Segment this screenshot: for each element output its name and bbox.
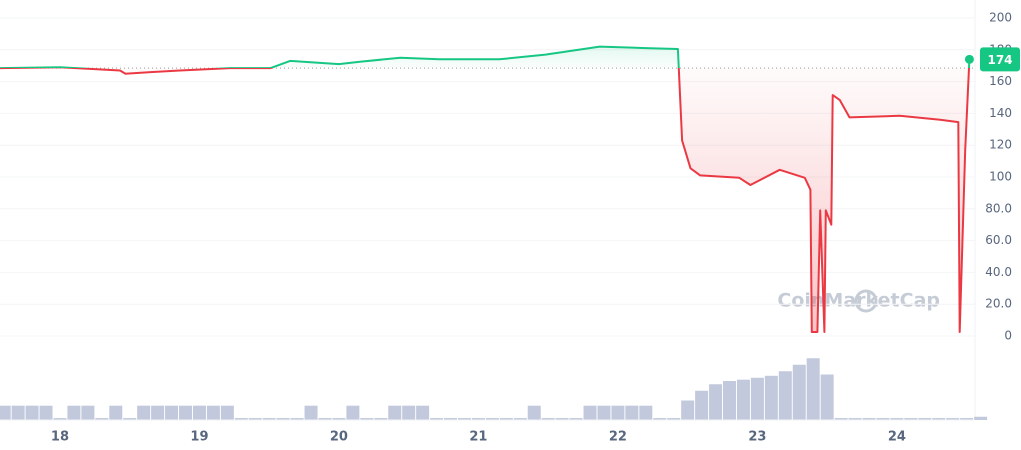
volume-bar bbox=[151, 405, 165, 420]
volume-bar bbox=[39, 405, 53, 420]
volume-bar bbox=[220, 405, 234, 420]
volume-bar bbox=[639, 405, 653, 420]
volume-bar bbox=[192, 405, 206, 420]
price-area bbox=[0, 46, 970, 332]
volume-bar bbox=[597, 405, 611, 420]
volume-bar bbox=[541, 418, 555, 420]
x-tick-label: 22 bbox=[609, 430, 627, 445]
volume-bar bbox=[165, 405, 179, 420]
volume-bar bbox=[890, 418, 904, 420]
volume-bar bbox=[304, 405, 318, 420]
volume-bar bbox=[569, 418, 583, 420]
volume-bar bbox=[653, 418, 667, 420]
volume-bar bbox=[499, 418, 513, 420]
volume-bar bbox=[123, 418, 137, 420]
volume-bar bbox=[248, 418, 262, 420]
volume-bar bbox=[709, 384, 723, 420]
volume-bar bbox=[471, 418, 485, 420]
volume-bar bbox=[109, 405, 123, 420]
volume-bar bbox=[848, 418, 862, 420]
volume-bar bbox=[95, 418, 109, 420]
volume-bar bbox=[904, 418, 918, 420]
y-tick-label: 20.0 bbox=[985, 297, 1012, 311]
volume-bar bbox=[276, 418, 290, 420]
volume-bar bbox=[25, 405, 39, 420]
last-point bbox=[964, 54, 974, 64]
volume-bar bbox=[960, 418, 974, 420]
volume-bar bbox=[67, 405, 81, 420]
x-tick-label: 23 bbox=[748, 430, 766, 445]
x-tick-label: 18 bbox=[51, 430, 69, 445]
volume-bar bbox=[0, 405, 11, 420]
volume-bar bbox=[555, 418, 569, 420]
volume-bar bbox=[290, 418, 304, 420]
volume-bar bbox=[457, 418, 471, 420]
volume-bar bbox=[485, 418, 499, 420]
volume-bar bbox=[234, 418, 248, 420]
volume-bar bbox=[374, 418, 388, 420]
volume-bar bbox=[179, 405, 193, 420]
volume-bar bbox=[876, 418, 890, 420]
y-tick-label: 140 bbox=[989, 106, 1012, 120]
x-tick-label: 20 bbox=[330, 430, 348, 445]
volume-bar bbox=[750, 377, 764, 420]
volume-bar bbox=[946, 418, 960, 420]
last-price-tag bbox=[980, 47, 1020, 72]
x-tick-label: 21 bbox=[469, 430, 487, 445]
volume-bar bbox=[388, 405, 402, 420]
volume-bar bbox=[695, 390, 709, 420]
y-tick-label: 100 bbox=[989, 170, 1012, 184]
volume-bar bbox=[862, 418, 876, 420]
volume-bar bbox=[430, 418, 444, 420]
volume-bar bbox=[736, 379, 750, 420]
volume-bar bbox=[360, 418, 374, 420]
volume-bar bbox=[11, 405, 25, 420]
volume-bar bbox=[918, 418, 932, 420]
volume-bar bbox=[346, 405, 360, 420]
y-tick-label: 60.0 bbox=[985, 233, 1012, 247]
x-tick-label: 24 bbox=[888, 430, 906, 445]
volume-bar bbox=[806, 358, 820, 420]
volume-bar bbox=[820, 374, 834, 420]
last-price-label: 174 bbox=[987, 53, 1012, 67]
volume-bar bbox=[53, 418, 67, 420]
volume-bar bbox=[318, 418, 332, 420]
volume-bar bbox=[625, 405, 639, 420]
volume-bar bbox=[81, 405, 95, 420]
volume-bar bbox=[444, 418, 458, 420]
volume-bar bbox=[778, 371, 792, 420]
y-tick-label: 0 bbox=[1004, 329, 1012, 343]
y-tick-label: 40.0 bbox=[985, 265, 1012, 279]
volume-bar bbox=[723, 381, 737, 420]
volume-bar bbox=[137, 405, 151, 420]
volume-bar bbox=[527, 405, 541, 420]
volume-bar bbox=[834, 418, 848, 420]
volume-bar bbox=[611, 405, 625, 420]
price-line bbox=[0, 45, 971, 333]
volume-bar bbox=[764, 375, 778, 420]
y-tick-label: 80.0 bbox=[985, 201, 1012, 215]
volume-bar bbox=[206, 405, 220, 420]
volume-bar bbox=[974, 416, 988, 420]
volume-bar bbox=[416, 405, 430, 420]
y-tick-label: 200 bbox=[989, 11, 1012, 25]
volume-bar bbox=[513, 418, 527, 420]
y-tick-label: 160 bbox=[989, 74, 1012, 88]
volume-bar bbox=[681, 400, 695, 420]
volume-bar bbox=[667, 418, 681, 420]
volume-bar bbox=[402, 405, 416, 420]
volume-bar bbox=[792, 364, 806, 420]
x-tick-label: 19 bbox=[190, 430, 208, 445]
volume-bar bbox=[262, 418, 276, 420]
volume-bar bbox=[583, 405, 597, 420]
volume-bar bbox=[932, 418, 946, 420]
y-tick-label: 120 bbox=[989, 138, 1012, 152]
watermark-logo bbox=[854, 289, 878, 313]
volume-bar bbox=[332, 418, 346, 420]
